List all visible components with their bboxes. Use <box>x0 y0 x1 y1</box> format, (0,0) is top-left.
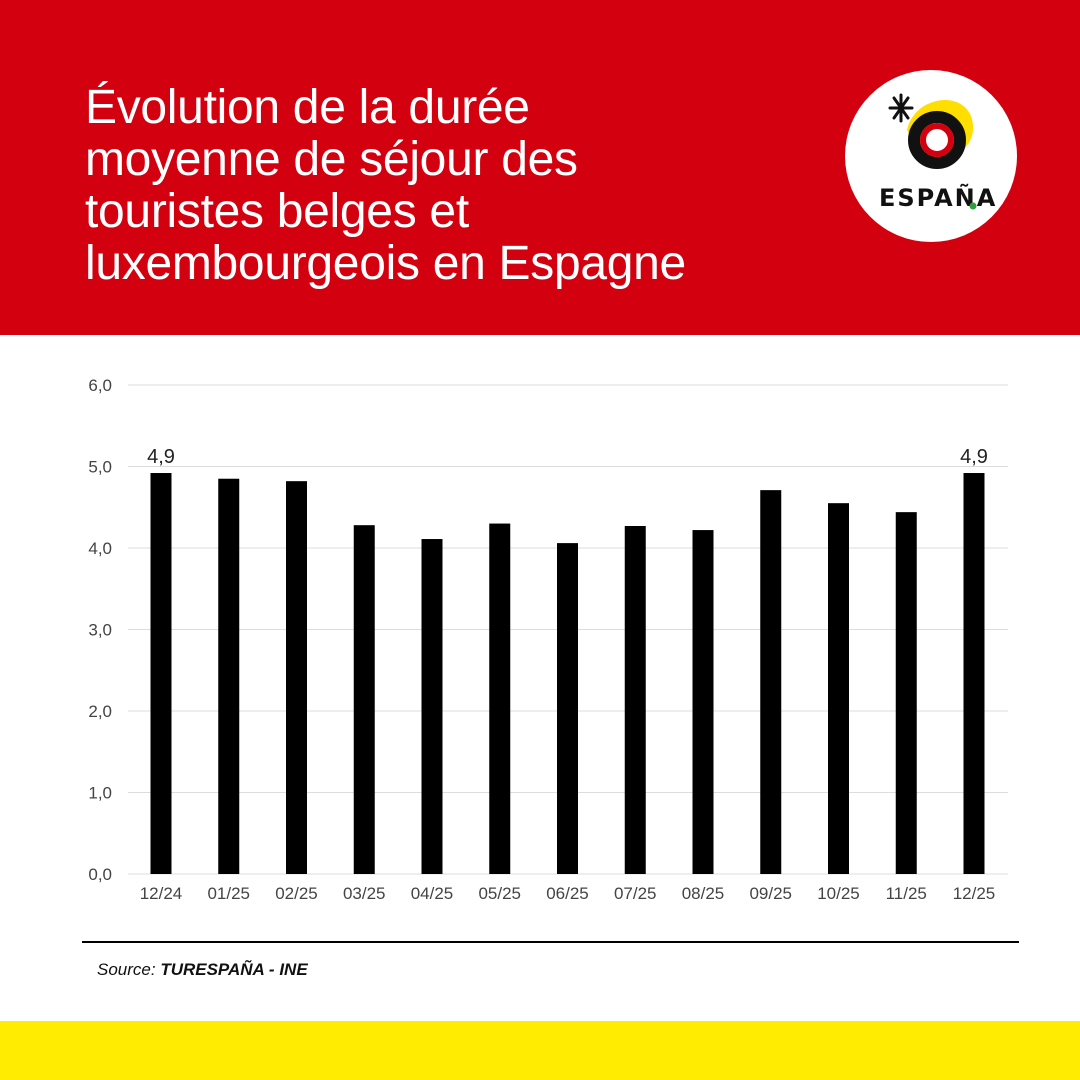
bar-11-25 <box>895 512 917 874</box>
bar-chart: 0,0 1,0 2,0 3,0 4,0 5,0 6,0 12/24 01/25 02/25 03/… <box>0 335 1080 935</box>
y-tick-label: 2,0 <box>88 702 112 721</box>
bar-05-25 <box>489 523 511 874</box>
data-labels: 4,9 4,9 <box>147 446 988 468</box>
x-tick-label: 02/25 <box>275 884 318 903</box>
bar-06-25 <box>557 543 578 874</box>
bar-01-25 <box>218 478 240 874</box>
x-tick-label: 07/25 <box>614 884 657 903</box>
y-tick-label: 3,0 <box>88 621 112 640</box>
page-title: Évolution de la durée moyenne de séjour … <box>85 81 686 290</box>
y-tick-label: 5,0 <box>88 458 112 477</box>
x-tick-label: 04/25 <box>411 884 454 903</box>
x-tick-label: 11/25 <box>886 884 927 903</box>
ring-outer <box>908 111 966 169</box>
x-tick-label: 12/25 <box>953 884 996 903</box>
data-label: 4,9 <box>960 446 988 468</box>
x-tick-label: 12/24 <box>140 884 183 903</box>
bar-08-25 <box>692 530 714 874</box>
source-note: Source: TURESPAÑA - INE <box>97 960 308 980</box>
star-icon <box>888 93 914 123</box>
y-tick-label: 6,0 <box>88 376 112 395</box>
y-tick-label: 4,0 <box>88 539 112 558</box>
espana-logo-graphic: ESPAÑA <box>879 93 997 212</box>
bar-chart-svg: 0,0 1,0 2,0 3,0 4,0 5,0 6,0 12/24 01/25 02/25 03/… <box>88 376 1008 903</box>
bar-04-25 <box>421 539 443 874</box>
x-tick-label: 03/25 <box>343 884 386 903</box>
x-tick-label: 09/25 <box>749 884 792 903</box>
y-tick-label: 1,0 <box>88 784 112 803</box>
source-name: TURESPAÑA - INE <box>160 960 308 979</box>
x-tick-label: 10/25 <box>817 884 860 903</box>
footer-yellow-band <box>0 1021 1080 1080</box>
bars <box>150 473 985 874</box>
bar-07-25 <box>624 525 646 874</box>
y-axis-ticks: 0,0 1,0 2,0 3,0 4,0 5,0 6,0 <box>88 376 112 884</box>
bar-09-25 <box>760 490 782 874</box>
x-axis-ticks: 12/24 01/25 02/25 03/25 04/25 05/25 06/25 07/25… <box>140 884 996 903</box>
header-banner: Évolution de la durée moyenne de séjour … <box>0 0 1080 335</box>
source-prefix: Source: <box>97 960 161 979</box>
bar-03-25 <box>353 525 375 874</box>
logo-lettering: ESPAÑA <box>879 183 997 212</box>
ring-center <box>926 129 948 151</box>
x-tick-label: 01/25 <box>207 884 250 903</box>
data-label: 4,9 <box>147 446 175 468</box>
x-tick-label: 08/25 <box>682 884 725 903</box>
y-tick-label: 0,0 <box>88 865 112 884</box>
x-tick-label: 05/25 <box>478 884 521 903</box>
espana-logo: ESPAÑA <box>845 70 1017 242</box>
logo-green-dot <box>969 202 977 210</box>
bar-10-25 <box>828 503 849 874</box>
x-tick-label: 06/25 <box>546 884 589 903</box>
bar-12-24 <box>150 473 172 874</box>
bar-02-25 <box>286 481 307 874</box>
footer-divider <box>82 941 1019 943</box>
bar-12-25 <box>963 473 985 874</box>
